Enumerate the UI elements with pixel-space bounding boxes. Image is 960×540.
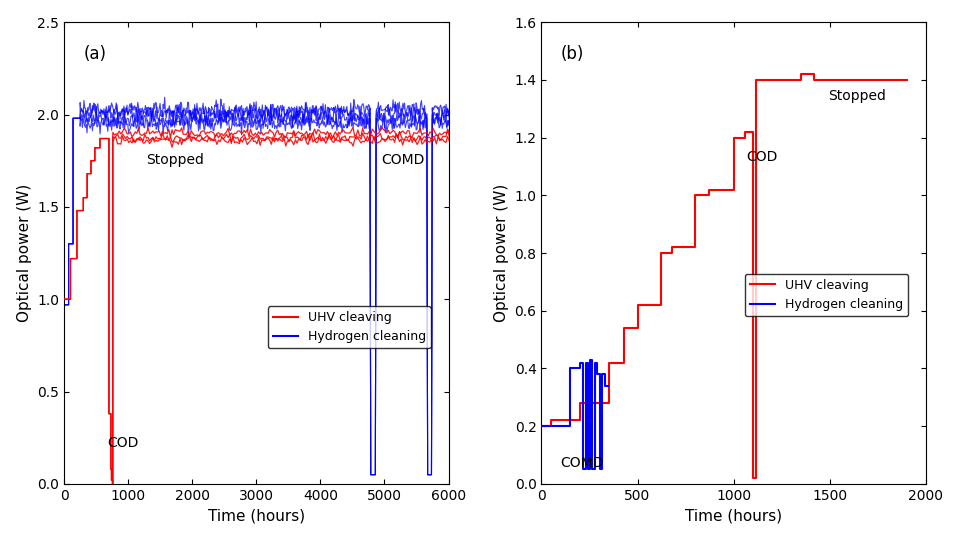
Y-axis label: Optical power (W): Optical power (W) <box>493 184 509 322</box>
Legend: UHV cleaving, Hydrogen cleaning: UHV cleaving, Hydrogen cleaning <box>745 274 908 316</box>
X-axis label: Time (hours): Time (hours) <box>207 508 305 523</box>
Text: (a): (a) <box>84 45 107 63</box>
Text: COD: COD <box>746 150 778 164</box>
Y-axis label: Optical power (W): Optical power (W) <box>16 184 32 322</box>
Text: Stopped: Stopped <box>828 89 886 103</box>
Text: COD: COD <box>108 436 139 450</box>
Text: (b): (b) <box>561 45 584 63</box>
Legend: UHV cleaving, Hydrogen cleaning: UHV cleaving, Hydrogen cleaning <box>268 306 431 348</box>
X-axis label: Time (hours): Time (hours) <box>685 508 782 523</box>
Text: COMD: COMD <box>381 153 424 167</box>
Text: COMD: COMD <box>561 456 604 470</box>
Text: Stopped: Stopped <box>146 153 204 167</box>
